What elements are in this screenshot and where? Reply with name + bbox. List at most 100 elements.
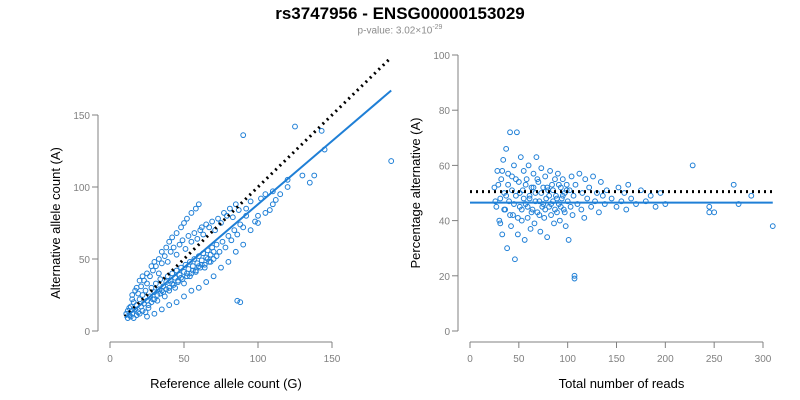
data-point [188,238,195,245]
data-point [523,176,530,183]
data-point [503,192,510,199]
data-point [169,234,176,241]
data-point [621,190,628,196]
data-point [266,207,273,213]
data-point [240,132,247,139]
data-point [194,235,201,242]
data-point [599,192,606,199]
data-point [735,201,742,207]
plot-percentage-alternative: 0 50 100 150 200 250 300 0 20 40 60 80 100 Total numb… [408,51,776,391]
data-point [203,279,210,285]
data-point [499,168,506,174]
data-point [515,179,522,185]
data-point [544,234,551,241]
data-point [500,156,507,163]
data-point [511,162,517,169]
data-point [152,280,159,287]
y-tick-label: 50 [79,255,91,266]
x-tick-label: 0 [467,354,473,365]
data-point [157,276,164,283]
data-point [240,224,247,231]
data-point [150,267,156,274]
data-point [232,248,239,255]
data-point [509,187,515,194]
data-point [527,225,534,232]
data-point [706,203,713,210]
x-tick-label: 50 [178,354,190,365]
data-point [571,275,578,282]
data-point [219,238,226,245]
data-point [173,299,180,306]
data-point [255,220,261,226]
pvalue-text: p-value: 3.02×10 [357,25,433,37]
data-point [556,217,563,224]
data-point [499,231,506,238]
data-point [195,201,202,208]
data-point [511,201,517,207]
data-point [530,170,537,177]
data-point [586,184,593,191]
data-point [166,284,173,291]
data-point [536,212,543,218]
data-point [240,241,247,248]
data-point [160,289,167,296]
data-point [188,210,195,216]
data-point [590,173,596,180]
data-point [192,205,199,212]
data-point [507,212,513,218]
data-point [513,176,519,183]
data-point [597,179,604,185]
data-point [552,206,558,213]
data-point [592,198,598,205]
data-point [215,215,221,222]
data-point [184,215,190,222]
data-point [141,277,147,284]
data-point [187,273,193,280]
data-point [178,274,184,281]
data-point [155,270,162,277]
data-point [551,220,557,227]
data-point [618,198,625,205]
data-point [178,224,184,231]
data-point [548,201,554,207]
data-point [170,282,177,288]
data-point [210,273,217,280]
data-point [567,203,574,210]
data-point [252,218,258,225]
data-point [237,221,244,228]
y-tick-label: 0 [84,327,90,338]
data-point [191,256,198,262]
data-point [225,233,232,239]
data-point [769,223,776,230]
data-point [576,170,583,177]
data-point [530,184,537,191]
data-point [522,181,529,188]
data-point [207,251,214,258]
data-point [136,310,143,317]
x-tick-label: 250 [706,354,723,365]
data-point [568,173,575,180]
data-point [201,261,208,268]
data-point [231,227,238,234]
data-point [510,212,516,218]
data-point [154,292,161,298]
data-point [311,172,318,179]
data-point [133,312,140,319]
data-point [533,154,540,161]
data-point [182,246,189,252]
data-point [584,195,591,202]
data-point [521,237,528,243]
data-point [628,195,635,202]
data-point [235,207,242,213]
y-tick-label: 100 [73,183,90,194]
data-point [496,217,503,224]
data-point [504,245,511,252]
data-point [520,168,527,174]
data-point [216,248,223,255]
data-point [184,270,190,277]
data-point [130,299,137,306]
data-point [198,261,205,268]
data-point [559,176,566,183]
data-point [520,195,527,202]
